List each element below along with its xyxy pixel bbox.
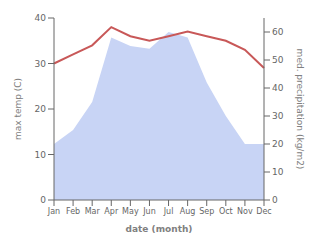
svg-text:Mar: Mar xyxy=(85,207,101,216)
svg-text:20: 20 xyxy=(272,139,284,149)
svg-text:Apr: Apr xyxy=(104,207,119,216)
svg-text:Jan: Jan xyxy=(47,207,60,216)
svg-text:40: 40 xyxy=(272,83,284,93)
svg-text:30: 30 xyxy=(35,59,47,69)
svg-text:Sep: Sep xyxy=(199,207,214,216)
svg-text:Jul: Jul xyxy=(163,207,174,216)
svg-text:40: 40 xyxy=(35,13,47,23)
svg-text:May: May xyxy=(122,207,139,216)
svg-text:20: 20 xyxy=(35,104,47,114)
svg-text:Oct: Oct xyxy=(219,207,233,216)
svg-text:0: 0 xyxy=(40,195,46,205)
svg-text:60: 60 xyxy=(272,27,284,37)
svg-text:Jun: Jun xyxy=(142,207,156,216)
svg-text:Dec: Dec xyxy=(256,207,271,216)
svg-text:10: 10 xyxy=(35,150,47,160)
svg-text:50: 50 xyxy=(272,55,284,65)
svg-text:Aug: Aug xyxy=(180,207,196,216)
svg-text:Feb: Feb xyxy=(66,207,80,216)
svg-text:max temp (C): max temp (C) xyxy=(13,78,23,140)
svg-text:30: 30 xyxy=(272,111,284,121)
svg-text:0: 0 xyxy=(272,195,278,205)
svg-text:date (month): date (month) xyxy=(126,224,193,234)
svg-text:10: 10 xyxy=(272,167,284,177)
svg-text:med. precipitation (kg/m2): med. precipitation (kg/m2) xyxy=(295,49,305,170)
svg-text:Nov: Nov xyxy=(237,207,253,216)
